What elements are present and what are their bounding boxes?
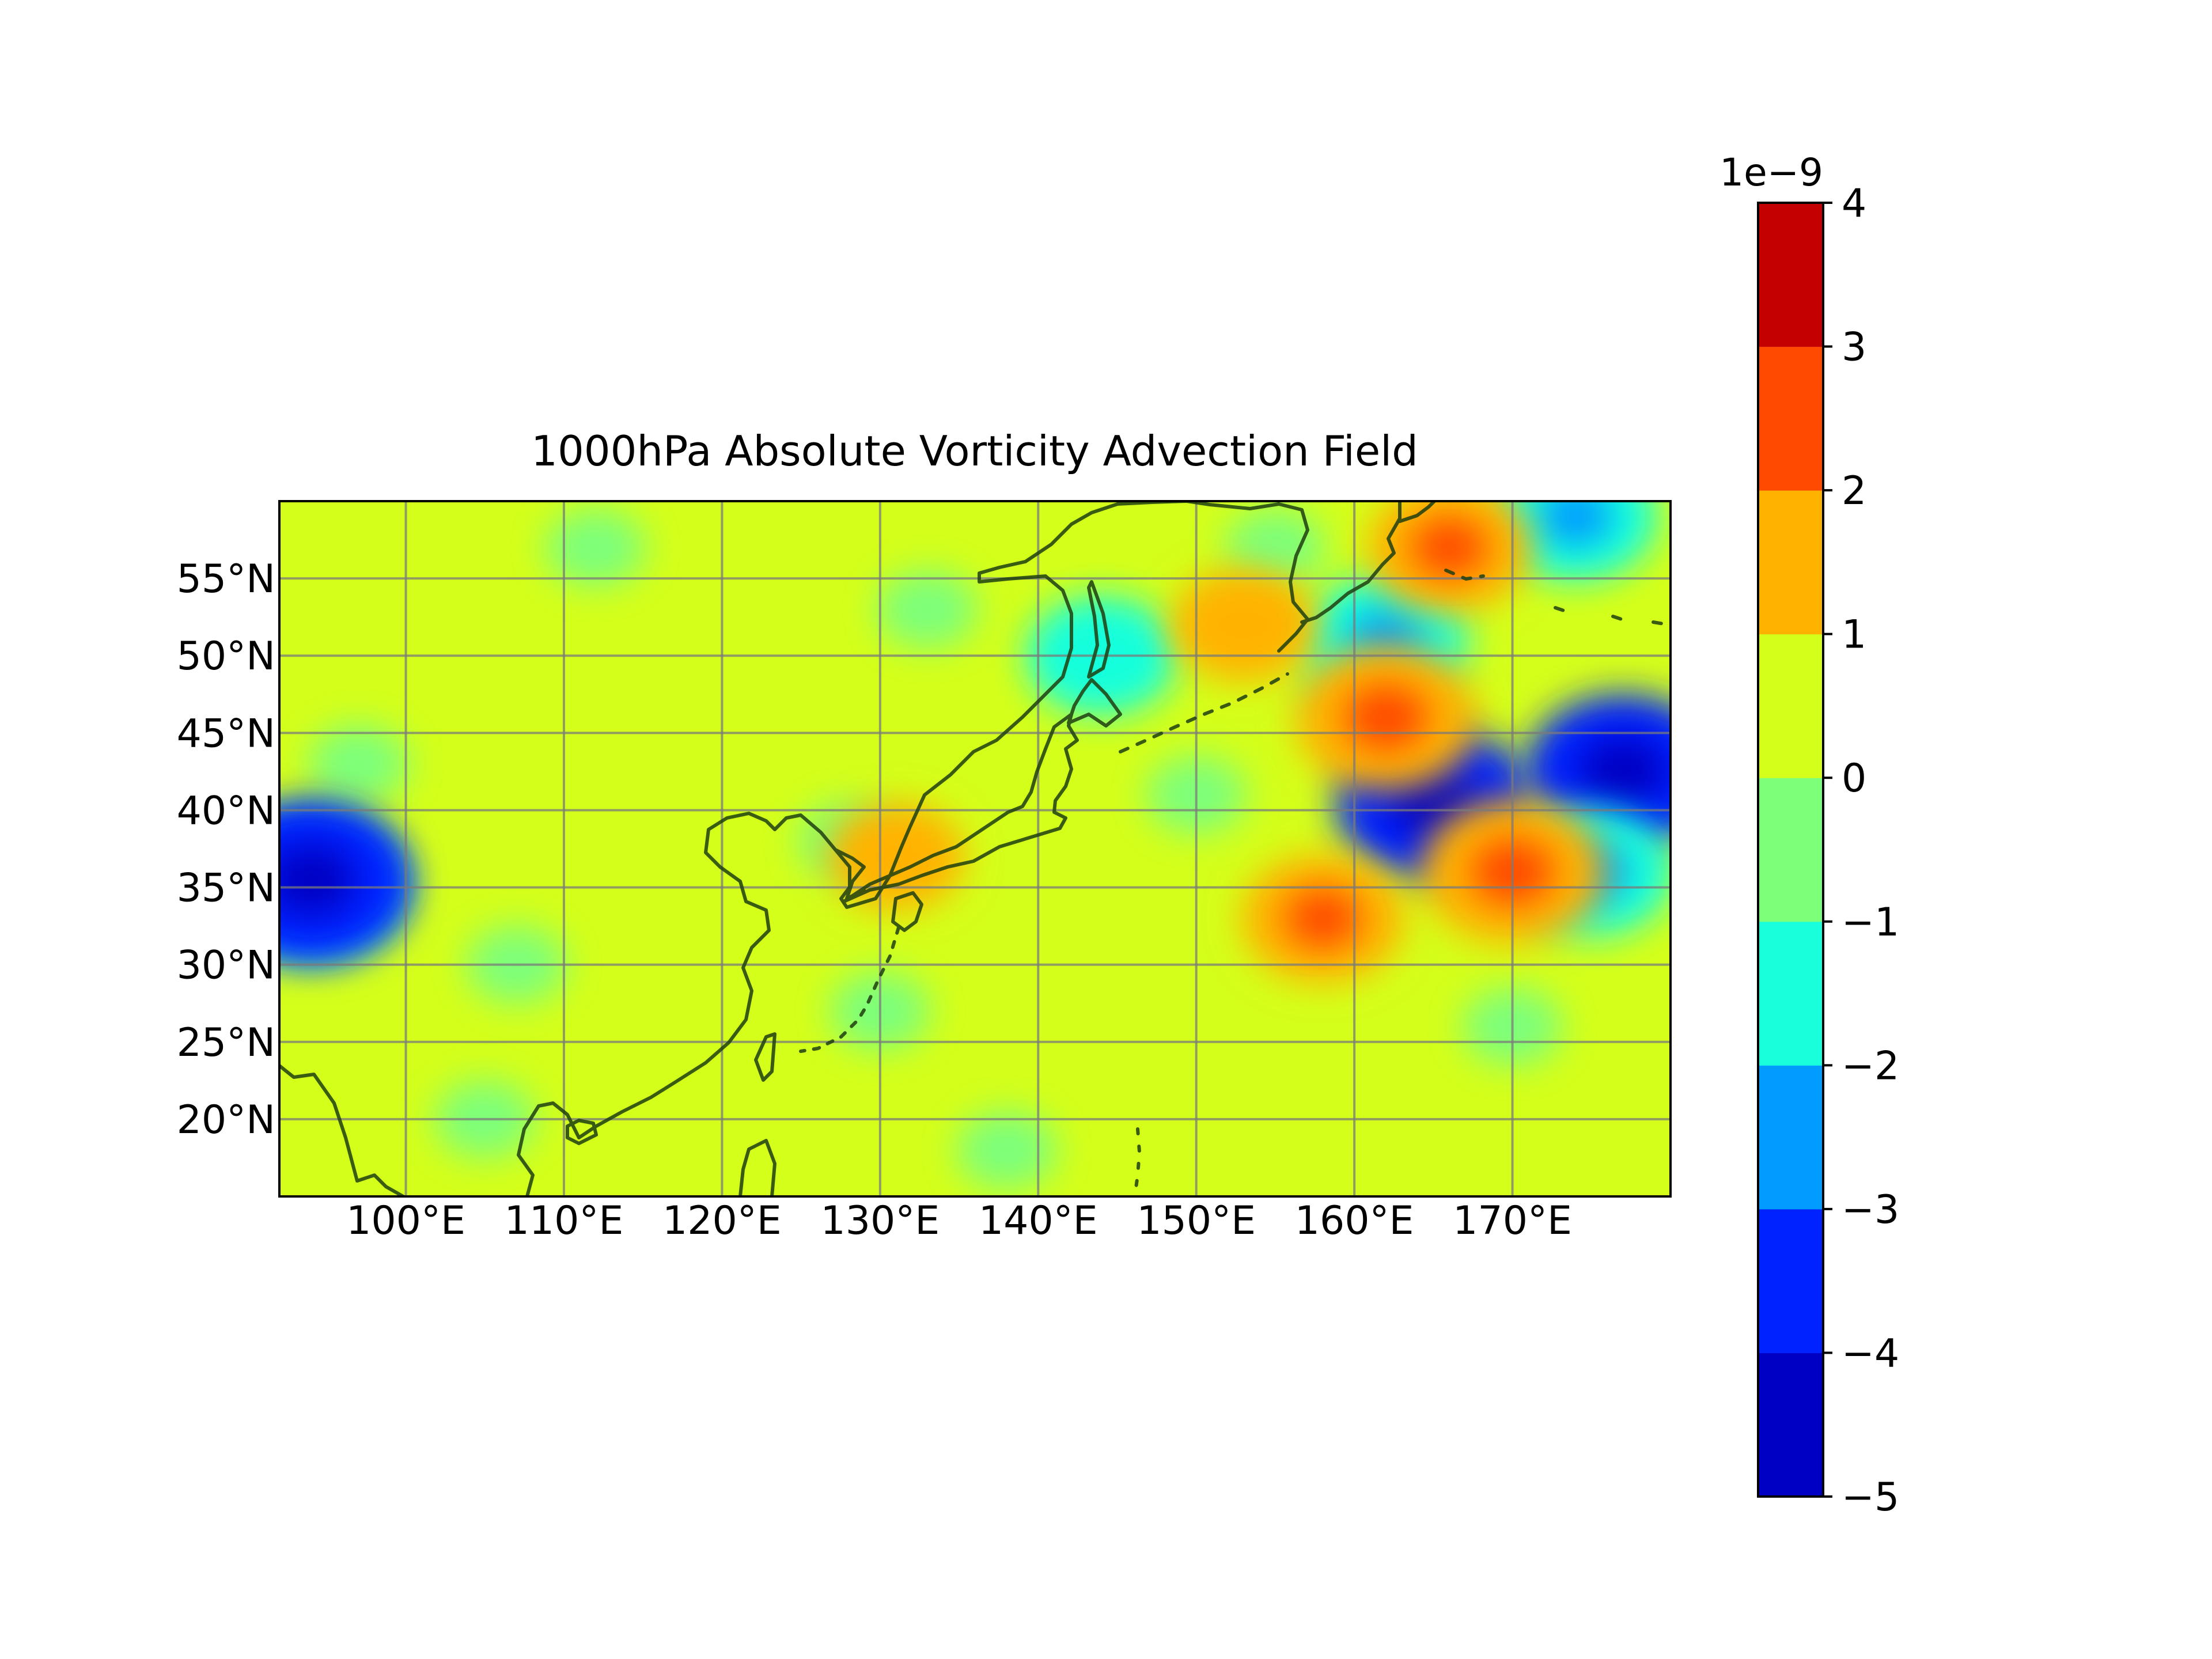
colorbar-band	[1758, 778, 1823, 922]
colorbar-tick-label: −5	[1842, 1475, 1899, 1520]
coastline-hainan	[566, 1119, 598, 1145]
lon-tick-label: 140°E	[979, 1198, 1098, 1244]
latitude-tick-labels: 20°N 25°N 30°N 35°N 40°N 45°N 50°N 55°N	[177, 556, 275, 1143]
coastline-taiwan	[754, 1032, 777, 1082]
chart-title: 1000hPa Absolute Vorticity Advection Fie…	[531, 427, 1418, 475]
field-core	[1344, 684, 1427, 751]
lat-tick-label: 45°N	[177, 711, 275, 756]
coastline-japan-kyushu	[891, 891, 923, 932]
colorbar-tick-label: −4	[1842, 1331, 1899, 1376]
colorbar-band	[1758, 490, 1823, 635]
colorbar-band	[1758, 1209, 1823, 1353]
field-core	[279, 844, 355, 915]
lat-tick-label: 40°N	[177, 788, 275, 834]
colorbar-tick-label: −3	[1842, 1187, 1899, 1233]
lat-tick-label: 20°N	[177, 1097, 275, 1143]
coastlines	[279, 501, 1671, 1196]
colorbar-tick-label: 3	[1842, 325, 1866, 370]
gridlines	[279, 501, 1671, 1196]
colorbar-band	[1758, 346, 1823, 491]
map-frame	[278, 500, 1672, 1198]
colorbar-tick-label: 1	[1842, 612, 1866, 658]
coastline-asia	[279, 501, 1309, 1196]
colorbar-band	[1758, 1065, 1823, 1210]
coastline-marianas	[1133, 1127, 1141, 1196]
colorbar-multiplier: 1e−9	[1719, 150, 1823, 195]
coastline-japan-hokkaido	[1067, 678, 1122, 728]
coastline-ryukyu	[799, 926, 900, 1053]
field-region	[308, 725, 409, 803]
coastline-luzon	[738, 1139, 777, 1196]
coastline-kuril-islands	[1119, 672, 1289, 753]
contour-field	[279, 501, 1671, 1190]
colorbar-tick-label: 4	[1842, 181, 1866, 226]
longitude-tick-labels: 100°E 110°E 120°E 130°E 140°E 150°E 160°E 170°E	[346, 1198, 1572, 1244]
field-core	[1539, 501, 1613, 546]
coastline-japan-honshu	[842, 713, 1079, 903]
lon-tick-label: 120°E	[662, 1198, 782, 1244]
field-region	[956, 1111, 1057, 1190]
lon-tick-label: 100°E	[346, 1198, 465, 1244]
field-region	[1171, 567, 1317, 682]
coastline-sakhalin	[1087, 580, 1111, 679]
coastline-aleutians	[1444, 569, 1671, 627]
colorbar-tick-label: −2	[1842, 1043, 1899, 1089]
lat-tick-label: 30°N	[177, 943, 275, 988]
field-region	[877, 570, 978, 649]
coastline-kamchatka-east	[1398, 501, 1436, 523]
lat-tick-label: 25°N	[177, 1020, 275, 1066]
field-core	[1286, 889, 1360, 948]
colorbar-tick-label: 2	[1842, 468, 1866, 514]
lon-tick-label: 160°E	[1295, 1198, 1414, 1244]
field-region	[1225, 508, 1326, 586]
lon-tick-label: 130°E	[820, 1198, 940, 1244]
colorbar-bands	[1758, 203, 1823, 1497]
colorbar-ticks: −5 −4 −3 −2 −1 0 1 2 3 4	[1823, 181, 1899, 1520]
field-core	[1579, 736, 1668, 807]
colorbar-band	[1758, 1353, 1823, 1497]
colorbar-tick-label: −1	[1842, 900, 1899, 945]
colorbar-band	[1758, 634, 1823, 778]
lat-tick-label: 55°N	[177, 556, 275, 602]
coastline-kamchatka	[1300, 501, 1402, 624]
colorbar-tick-label: 0	[1842, 756, 1866, 801]
map-panel	[279, 501, 1671, 1196]
colorbar-band	[1758, 203, 1823, 347]
lon-tick-label: 150°E	[1137, 1198, 1256, 1244]
field-region	[545, 508, 646, 586]
lat-tick-label: 50°N	[177, 634, 275, 679]
colorbar-frame	[1757, 202, 1824, 1498]
lon-tick-label: 170°E	[1453, 1198, 1572, 1244]
colorbar: −5 −4 −3 −2 −1 0 1 2 3 4 1e−9	[1719, 150, 1899, 1520]
field-core	[1412, 518, 1486, 577]
lat-tick-label: 35°N	[177, 866, 275, 911]
colorbar-band	[1758, 921, 1823, 1066]
lon-tick-label: 110°E	[505, 1198, 624, 1244]
